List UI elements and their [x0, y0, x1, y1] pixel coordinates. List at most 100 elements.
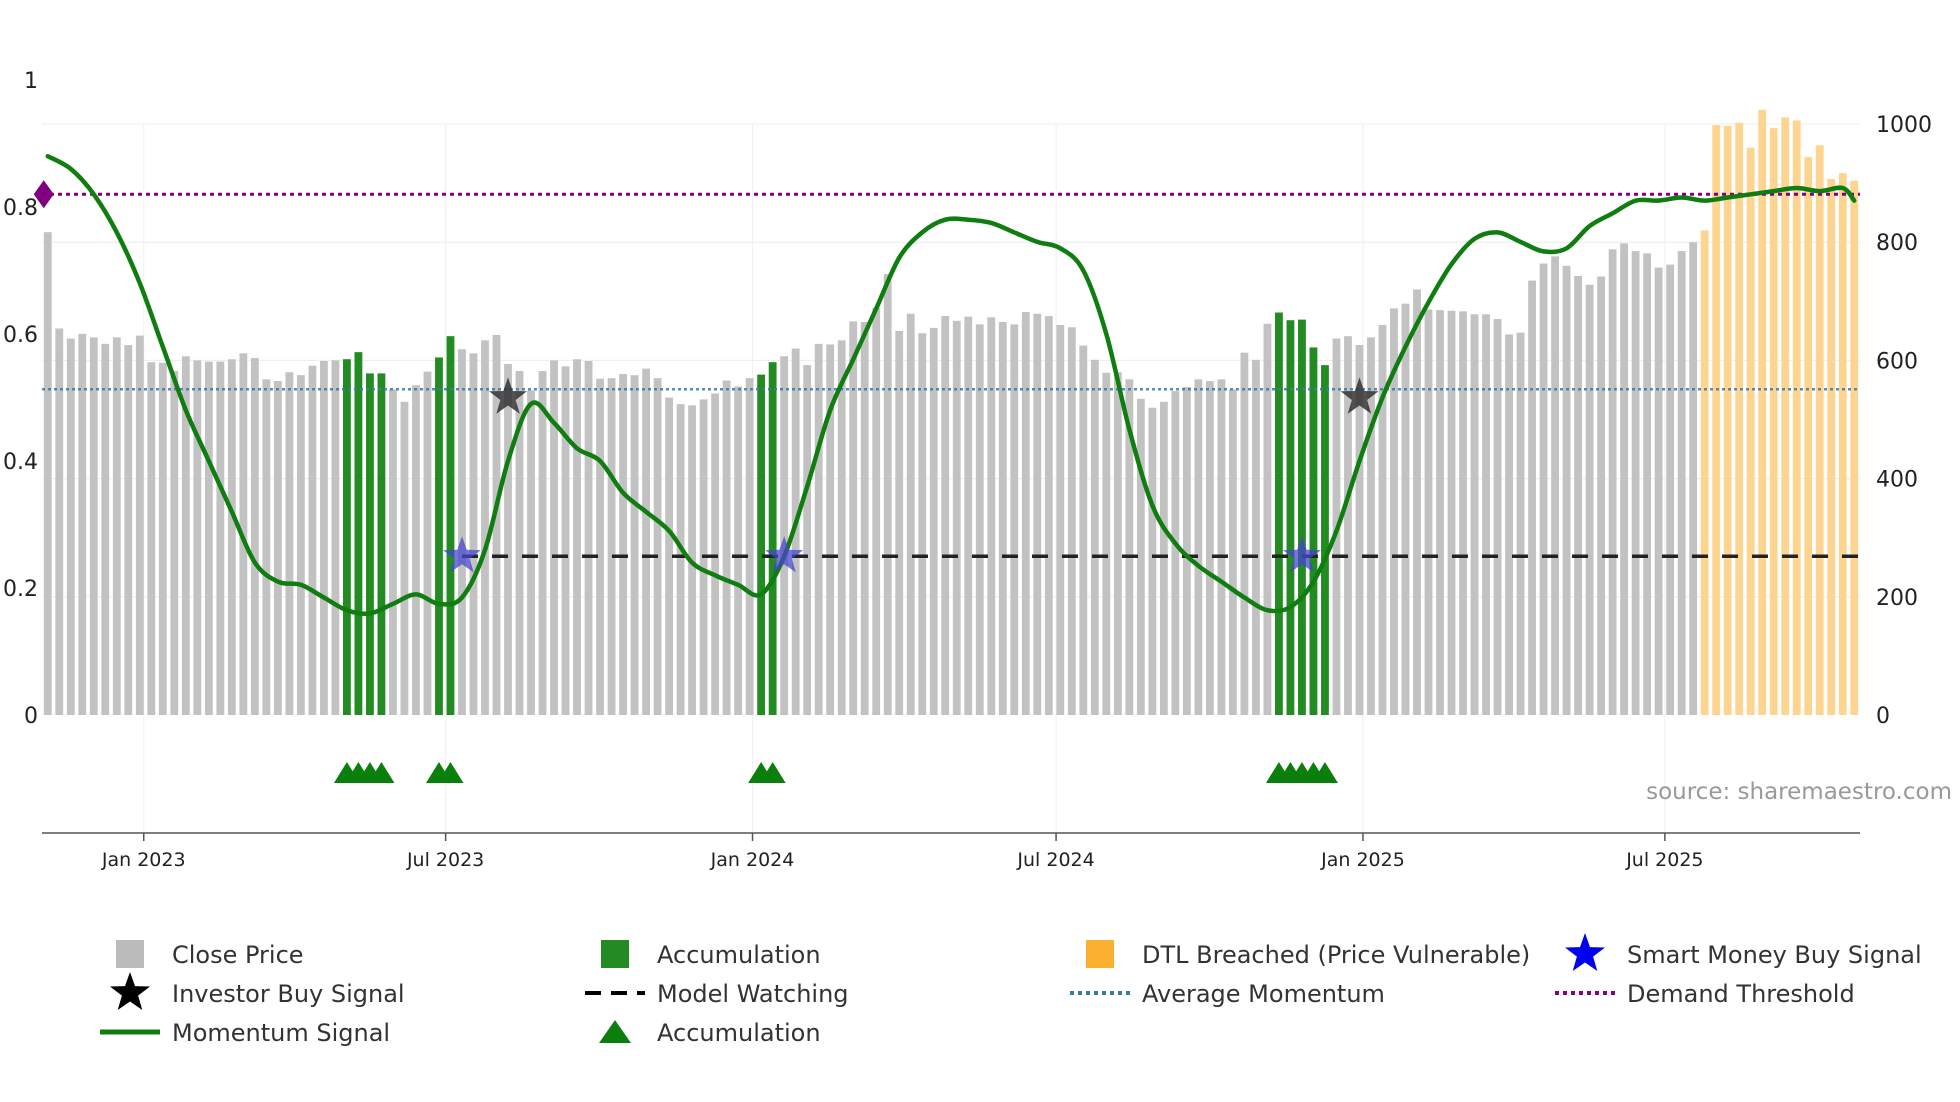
close-price-bar — [849, 321, 858, 715]
close-price-bar — [1689, 242, 1698, 715]
close-price-bar — [389, 389, 397, 715]
close-price-bar — [1505, 334, 1513, 715]
close-price-bar — [1539, 263, 1548, 715]
dtl-breached-bar — [1758, 109, 1767, 715]
accumulation-bar — [1309, 347, 1318, 715]
close-price-bar — [423, 371, 432, 715]
close-price-bar — [1631, 251, 1640, 715]
close-price-bar — [987, 317, 996, 715]
smart-money-star — [443, 536, 481, 573]
dtl-breached-bar — [1781, 117, 1790, 715]
close-price-bar — [1056, 324, 1065, 715]
close-price-bar — [124, 345, 133, 715]
close-price-bar — [791, 348, 800, 715]
momentum-signal-line — [45, 153, 1857, 616]
close-price-bar — [1217, 379, 1226, 715]
close-price-bar — [538, 371, 547, 715]
signal-lines — [42, 153, 1860, 616]
close-price-bar — [1113, 372, 1122, 715]
close-price-bar — [78, 333, 87, 715]
legend-label: Demand Threshold — [1627, 980, 1855, 1008]
legend-star-icon — [110, 972, 150, 1010]
close-price-bar — [1067, 327, 1076, 715]
accumulation-bar — [343, 359, 351, 715]
close-price-bar — [619, 373, 627, 715]
close-price-bar — [1240, 352, 1249, 715]
close-price-bar — [1021, 311, 1030, 715]
close-price-bar — [826, 344, 835, 715]
close-price-bar — [504, 363, 512, 715]
accumulation-marker — [368, 762, 395, 783]
x-tick-label: Jul 2025 — [1625, 849, 1703, 871]
y-right-tick-label: 600 — [1876, 349, 1918, 374]
close-price-bar — [481, 340, 489, 715]
x-tick-label: Jul 2023 — [406, 849, 484, 871]
close-price-bar — [1044, 316, 1053, 715]
legend-swatch — [601, 940, 629, 968]
dtl-breached-bar — [1723, 125, 1732, 715]
close-price-bar — [918, 333, 927, 715]
legend-label: Accumulation — [657, 1019, 821, 1047]
legend-label: DTL Breached (Price Vulnerable) — [1142, 941, 1530, 969]
dtl-breached-bar — [1700, 230, 1709, 715]
close-price-bar — [89, 337, 98, 715]
close-price-bar — [400, 401, 409, 715]
close-price-bar — [1079, 345, 1088, 716]
close-price-bar — [262, 379, 271, 715]
smart-money-star — [765, 536, 804, 573]
close-price-bar — [469, 353, 478, 715]
close-price-bar — [975, 324, 984, 715]
x-tick-label: Jan 2024 — [710, 849, 795, 871]
close-price-bar — [285, 372, 294, 715]
dtl-breached-bar — [1827, 178, 1836, 715]
legend-item-close_price: Close Price — [116, 940, 304, 969]
close-price-bar — [814, 343, 823, 715]
close-price-bar — [607, 378, 616, 715]
close-price-bar — [43, 232, 52, 715]
accumulation-bar — [435, 357, 443, 715]
close-price-bar — [872, 307, 881, 715]
close-price-bar — [1516, 332, 1525, 715]
investor-buy-star — [489, 377, 527, 414]
legend-swatch — [1086, 940, 1114, 968]
legend-label: Model Watching — [657, 980, 849, 1008]
close-price-bar — [653, 378, 662, 715]
close-price-bar — [101, 343, 110, 715]
close-price-bar — [1562, 265, 1571, 715]
y-right-tick-label: 800 — [1876, 231, 1918, 256]
close-price-bar — [1263, 323, 1272, 715]
close-price-bar — [941, 316, 950, 715]
dtl-breached-bar — [1746, 147, 1755, 715]
close-price-bar — [204, 361, 213, 715]
close-price-bar — [1378, 324, 1387, 715]
close-price-bar — [895, 330, 904, 715]
close-price-bar — [1033, 313, 1042, 715]
smart-money-star — [1282, 536, 1321, 573]
close-price-bar — [55, 328, 64, 715]
legend-item-dtl_breached: DTL Breached (Price Vulnerable) — [1086, 940, 1530, 969]
legend-label: Smart Money Buy Signal — [1627, 941, 1922, 969]
close-price-bar — [135, 335, 144, 715]
source-label: source: sharemaestro.com — [1646, 779, 1952, 805]
signal-markers — [33, 180, 1379, 783]
close-price-bar — [112, 337, 121, 715]
close-price-bar — [1482, 314, 1490, 715]
close-price-bar — [1643, 253, 1652, 715]
accumulation-bar — [377, 373, 386, 715]
dtl-breached-bar — [1850, 180, 1859, 716]
close-price-bar — [952, 320, 961, 715]
close-price-bar — [492, 334, 501, 715]
close-price-bar — [1424, 309, 1433, 715]
close-price-bar — [883, 274, 892, 715]
accumulation-bar — [366, 373, 374, 715]
close-price-bar — [1102, 372, 1111, 715]
legend-item-average_momentum: Average Momentum — [1070, 980, 1385, 1008]
close-price-bar — [1205, 381, 1214, 715]
close-price-bar — [66, 338, 75, 715]
close-price-bar — [642, 368, 650, 715]
accumulation-bar — [446, 336, 455, 715]
close-price-bar — [1597, 276, 1606, 715]
close-price-bar — [273, 381, 282, 715]
close-price-bar — [308, 365, 317, 715]
close-price-bar — [803, 365, 812, 715]
